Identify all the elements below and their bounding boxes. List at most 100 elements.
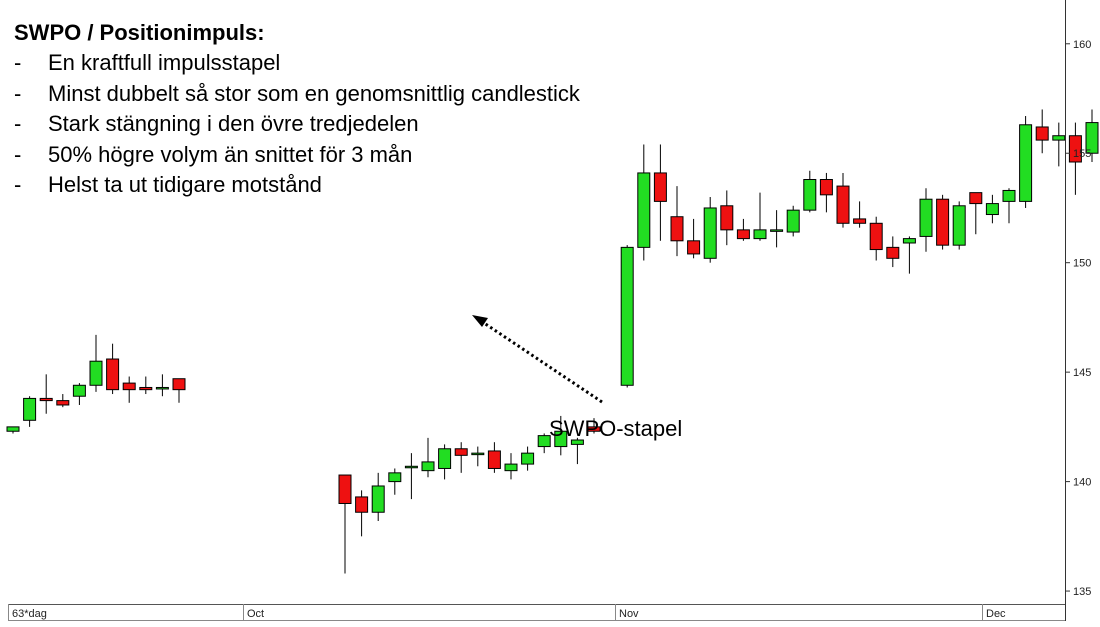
bullet-text: En kraftfull impulsstapel	[48, 50, 281, 75]
candle-body	[1019, 124, 1033, 202]
x-label-oct: Oct	[247, 608, 264, 620]
candle	[23, 396, 37, 427]
candle-body	[620, 246, 634, 386]
candle-body	[703, 207, 717, 259]
annotation-bullet: -50% högre volym än snittet för 3 mån	[14, 140, 580, 171]
bullet-dash: -	[14, 141, 22, 167]
candle-body	[39, 397, 53, 402]
annotation-list: - En kraftfull impulsstapel - Minst dubbel…	[14, 48, 580, 201]
candle	[421, 437, 435, 478]
annotation-title: SWPO / Positionimpuls:	[14, 20, 265, 45]
candle-body	[936, 198, 950, 246]
candle-body	[803, 179, 817, 211]
candle-body	[504, 463, 518, 472]
y-tick-label: 160	[1073, 39, 1091, 51]
candle-body	[454, 448, 468, 456]
candle-body	[122, 382, 136, 391]
candle	[703, 197, 717, 263]
candle-body	[853, 218, 867, 224]
callout-arrow	[472, 315, 603, 404]
candle	[1035, 109, 1049, 154]
candle-body	[587, 426, 601, 432]
candle-body	[172, 378, 186, 391]
candle-body	[487, 450, 501, 469]
candle	[122, 376, 136, 403]
candle	[1019, 116, 1033, 208]
bullet-text: 50% högre volym än snittet för 3 mån	[48, 141, 413, 167]
candle	[919, 188, 933, 252]
candle	[521, 446, 535, 471]
candle	[172, 378, 186, 403]
bullet-dash: -	[14, 172, 22, 197]
candle-body	[72, 384, 86, 397]
candle-body	[770, 229, 784, 232]
candle	[554, 415, 568, 456]
annotation-box: SWPO / Positionimpuls: - En kraftfull imp…	[14, 18, 580, 201]
candle	[819, 172, 833, 213]
candle-body	[952, 205, 966, 246]
y-tick-label: 145	[1073, 367, 1091, 379]
candle	[869, 216, 883, 261]
candle-body	[720, 205, 734, 231]
candle-body	[106, 358, 120, 391]
candle-body	[1002, 189, 1016, 202]
period-label: 63*dag	[12, 608, 47, 620]
candle	[504, 453, 518, 480]
candle-body	[388, 472, 402, 483]
bullet-text: Stark stängning i den övre tredjedelen	[48, 111, 419, 136]
candle	[836, 172, 850, 228]
candle	[6, 426, 20, 434]
candle-body	[355, 496, 369, 513]
y-tick-label: 155	[1073, 148, 1091, 160]
candle	[736, 218, 750, 241]
callout-label: SWPO-stapel	[549, 416, 683, 441]
candle	[39, 374, 53, 414]
candle-body	[89, 360, 103, 386]
candle	[653, 144, 667, 241]
candle	[803, 170, 817, 213]
candle-body	[155, 386, 169, 390]
candle	[936, 194, 950, 250]
candle	[56, 394, 70, 408]
candle	[106, 343, 120, 395]
candle	[72, 383, 86, 405]
annotation-bullet: - En kraftfull impulsstapel	[14, 48, 580, 79]
candle-body	[687, 240, 701, 255]
candle-body	[23, 397, 37, 421]
candle	[587, 418, 601, 434]
y-tick-label: 140	[1073, 477, 1091, 489]
callout-arrow-head	[472, 315, 488, 327]
candle-body	[404, 465, 418, 469]
candle	[338, 474, 352, 574]
bullet-text: Minst dubbelt så stor som en genomsnittl…	[48, 80, 580, 106]
candle-body	[421, 461, 435, 472]
y-axis: 135 140 145 150 155 160	[1065, 0, 1091, 621]
candle-body	[570, 439, 584, 445]
candle	[139, 376, 153, 395]
candle-body	[338, 474, 352, 504]
candle-body	[554, 430, 568, 448]
candle-body	[1085, 122, 1099, 154]
candle-body	[537, 435, 551, 448]
callout-arrow-line	[483, 321, 603, 404]
candle	[969, 192, 983, 235]
candle	[637, 144, 651, 261]
candle	[438, 444, 452, 480]
candle-body	[1035, 126, 1049, 141]
candle-body	[786, 209, 800, 233]
candle	[89, 334, 103, 392]
bullet-text: Helst ta ut tidigare motstånd	[48, 172, 322, 197]
candle	[355, 490, 369, 537]
candle-body	[902, 238, 916, 244]
candle	[1068, 122, 1082, 195]
candle-body	[653, 172, 667, 202]
candle	[853, 201, 867, 228]
candle-body	[56, 400, 70, 406]
x-label-dec: Dec	[986, 608, 1006, 620]
candle-body	[836, 185, 850, 224]
candle-body	[886, 246, 900, 259]
candle	[985, 194, 999, 224]
candle-body	[736, 229, 750, 240]
candle	[404, 453, 418, 500]
